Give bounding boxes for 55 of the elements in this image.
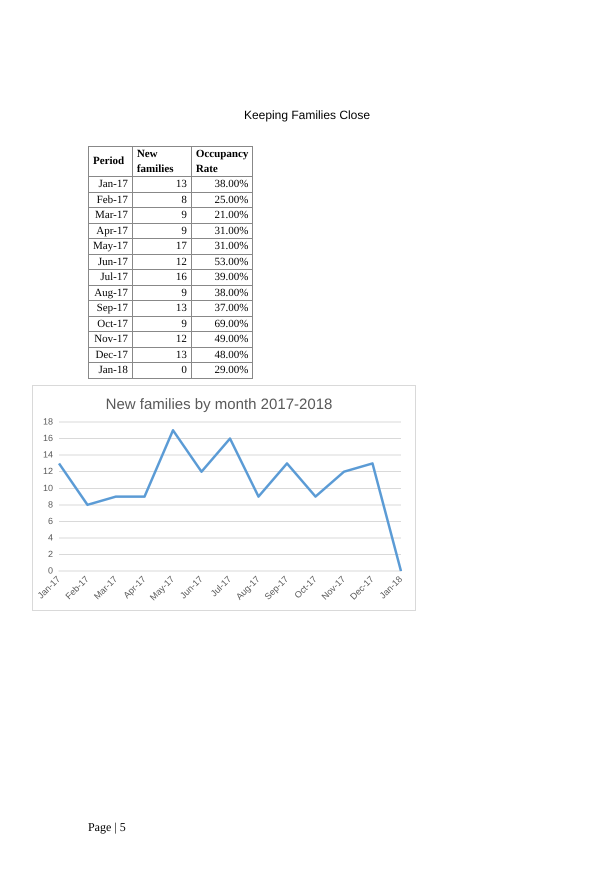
category-label: Feb-17 <box>88 192 132 208</box>
category-label: Dec-17 <box>88 347 132 362</box>
data-label: 9 <box>132 208 192 223</box>
category-label: Jul-17 <box>88 270 132 285</box>
text: Page | 5 <box>88 820 126 835</box>
data-label: 39.00% <box>191 270 253 285</box>
category-label: Mar-17 <box>88 208 132 223</box>
y-tick-label: 16 <box>42 433 54 444</box>
data-label: 25.00% <box>191 192 253 208</box>
data-label: 13 <box>132 347 192 362</box>
data-label: 0 <box>132 362 192 378</box>
data-label: 9 <box>132 223 192 238</box>
y-tick-label: 8 <box>48 499 54 510</box>
y-tick-label: 10 <box>42 482 54 493</box>
y-tick-label: 2 <box>48 549 54 560</box>
category-label: Apr-17 <box>88 223 132 238</box>
data-label: 17 <box>132 238 192 254</box>
data-label: 8 <box>132 192 192 208</box>
y-tick-label: 4 <box>48 532 54 542</box>
category-label: May-17 <box>88 238 132 254</box>
y-tick-label: 12 <box>42 466 54 476</box>
data-label: 48.00% <box>191 347 253 362</box>
data-label: 49.00% <box>191 332 253 347</box>
category-label: Nov-17 <box>88 332 132 347</box>
data-label: 9 <box>132 285 192 300</box>
data-label: 38.00% <box>191 176 253 192</box>
category-label: Jun-17 <box>88 254 132 270</box>
data-label: 13 <box>132 300 192 316</box>
data-label: 31.00% <box>191 223 253 238</box>
text: Occupancy Rate <box>191 146 253 176</box>
data-label: 53.00% <box>191 254 253 270</box>
text: New families <box>132 146 192 176</box>
chart-title: New families by month 2017-2018 <box>106 396 332 414</box>
category-label: Oct-17 <box>88 316 132 332</box>
data-label: 38.00% <box>191 285 253 300</box>
data-label: 12 <box>132 332 192 347</box>
data-label: 69.00% <box>191 316 253 332</box>
data-label: 37.00% <box>191 300 253 316</box>
text: Keeping Families Close <box>242 108 372 122</box>
y-tick-label: 14 <box>42 450 54 460</box>
category-label: Sep-17 <box>88 300 132 316</box>
data-label: 31.00% <box>191 238 253 254</box>
data-label: 16 <box>132 270 192 285</box>
category-label: Jan-18 <box>88 362 132 378</box>
category-label: Jan-17 <box>88 176 132 192</box>
text: Period <box>88 146 132 176</box>
data-label: 12 <box>132 254 192 270</box>
data-label: 9 <box>132 316 192 332</box>
y-tick-label: 0 <box>48 566 54 576</box>
category-label: Aug-17 <box>88 285 132 300</box>
data-label: 13 <box>132 176 192 192</box>
y-tick-label: 6 <box>48 516 54 526</box>
data-label: 29.00% <box>191 362 253 378</box>
y-tick-label: 18 <box>42 416 54 426</box>
data-label: 21.00% <box>191 208 253 223</box>
